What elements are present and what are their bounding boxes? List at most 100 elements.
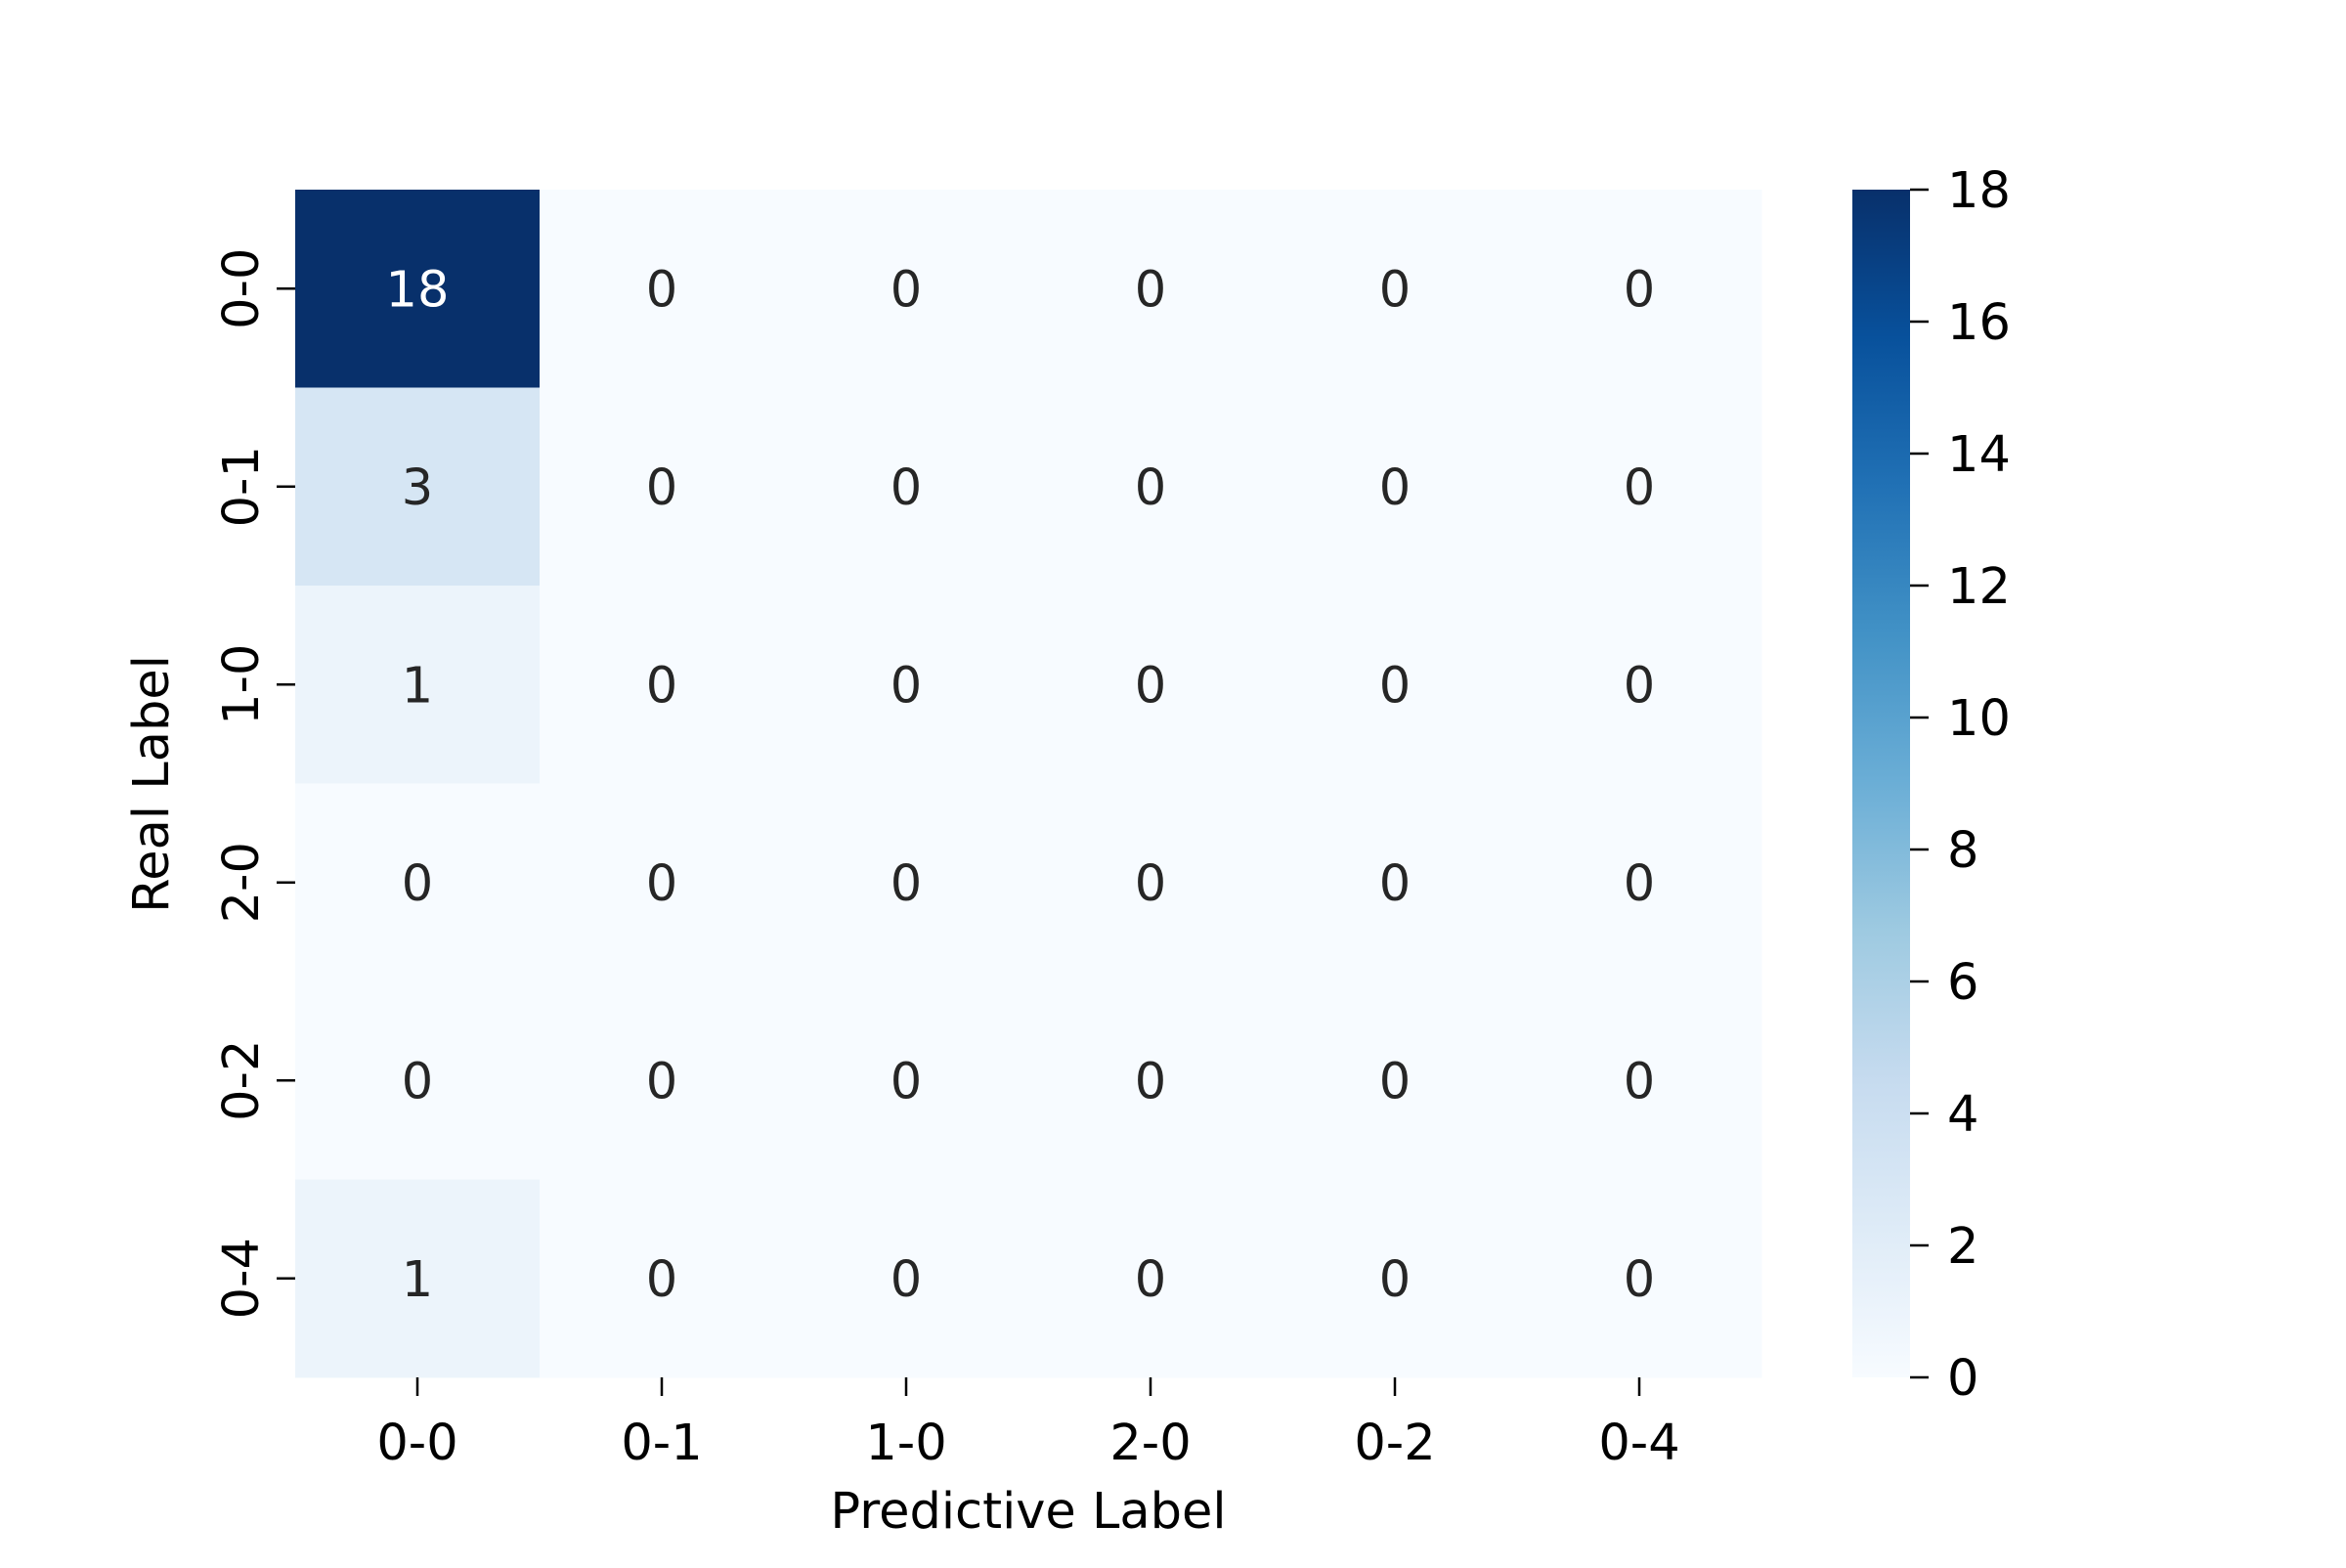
cell-value-label: 3 — [402, 459, 433, 517]
heatmap-cell — [1273, 981, 1518, 1180]
colorbar-tick-label: 0 — [1947, 1350, 1978, 1408]
heatmap-cell — [1517, 586, 1762, 784]
colorbar: 0 2 4 6 8 10 12 14 16 18 — [1852, 162, 2011, 1408]
cell-value-label: 0 — [1624, 1251, 1655, 1309]
cell-value-label: 0 — [1624, 261, 1655, 319]
cell-value-label: 0 — [891, 855, 922, 913]
cell-value-label: 1 — [402, 1251, 433, 1309]
heatmap-cell — [1273, 190, 1518, 388]
heatmap-cell — [1517, 387, 1762, 587]
y-tick-label: 0-0 — [213, 248, 271, 329]
x-tick-label: 1-0 — [865, 1415, 946, 1472]
heatmap-cell — [295, 1179, 541, 1378]
y-tick-label: 0-4 — [213, 1238, 271, 1319]
colorbar-tick-label: 2 — [1947, 1218, 1978, 1276]
cell-value-label: 0 — [1624, 855, 1655, 913]
cell-value-label: 0 — [1624, 1053, 1655, 1111]
heatmap-cell — [295, 190, 541, 388]
y-axis-label: Real Label — [123, 655, 181, 913]
cell-annotations: 18 0 0 0 0 0 3 0 0 0 0 0 1 0 0 0 0 0 0 0 0 0 0 0 0 0 0 0 0 0 1 0 0 0 0 0 — [386, 261, 1656, 1309]
cell-value-label: 0 — [402, 855, 433, 913]
heatmap-cell — [1273, 783, 1518, 982]
x-tick-label: 0-0 — [376, 1415, 457, 1472]
cell-value-label: 0 — [1135, 855, 1166, 913]
heatmap-cell — [1517, 1179, 1762, 1378]
cell-value-label: 0 — [1379, 459, 1411, 517]
cell-value-label: 0 — [646, 459, 677, 517]
heatmap-cell — [540, 586, 785, 784]
cell-value-label: 0 — [891, 1053, 922, 1111]
cell-value-label: 0 — [891, 261, 922, 319]
x-axis-label: Predictive Label — [830, 1483, 1226, 1541]
x-tick-label: 0-1 — [621, 1415, 702, 1472]
cell-value-label: 0 — [1379, 855, 1411, 913]
cell-value-label: 0 — [402, 1053, 433, 1111]
cell-value-label: 0 — [1135, 1053, 1166, 1111]
x-tick-label: 0-4 — [1598, 1415, 1679, 1472]
colorbar-tick-label: 14 — [1947, 426, 2011, 484]
cell-value-label: 0 — [891, 1251, 922, 1309]
colorbar-tick-label: 10 — [1947, 690, 2011, 748]
heatmap-cell — [295, 981, 541, 1180]
cell-value-label: 0 — [646, 261, 677, 319]
heatmap-cell — [1517, 190, 1762, 388]
colorbar-tick-label: 16 — [1947, 294, 2011, 352]
heatmap-cell — [540, 190, 785, 388]
heatmap-cell — [1028, 190, 1274, 388]
heatmap-cell — [540, 783, 785, 982]
cell-value-label: 0 — [1379, 1053, 1411, 1111]
heatmap-cell — [1273, 1179, 1518, 1378]
y-tick-label: 0-2 — [213, 1040, 271, 1121]
heatmap-cell — [295, 586, 541, 784]
cell-value-label: 0 — [646, 1053, 677, 1111]
cell-value-label: 0 — [891, 657, 922, 715]
heatmap-cell — [1517, 783, 1762, 982]
y-axis: 0-0 0-1 1-0 2-0 0-2 0-4 — [213, 248, 295, 1319]
y-tick-label: 0-1 — [213, 446, 271, 527]
heatmap-cell — [784, 190, 1029, 388]
cell-value-label: 0 — [1135, 459, 1166, 517]
cell-value-label: 0 — [646, 657, 677, 715]
cell-value-label: 0 — [891, 459, 922, 517]
heatmap-cell — [295, 387, 541, 587]
heatmap-cell — [1517, 981, 1762, 1180]
cell-value-label: 0 — [1135, 1251, 1166, 1309]
colorbar-tick-label: 12 — [1947, 558, 2011, 616]
colorbar-tick-label: 18 — [1947, 162, 2011, 220]
colorbar-gradient — [1852, 190, 1910, 1377]
colorbar-tick-label: 6 — [1947, 954, 1978, 1012]
cell-value-label: 0 — [1624, 459, 1655, 517]
cell-value-label: 0 — [1135, 657, 1166, 715]
heatmap-cell — [1273, 586, 1518, 784]
cell-value-label: 0 — [1379, 1251, 1411, 1309]
colorbar-tick-label: 8 — [1947, 822, 1978, 880]
cell-value-label: 0 — [646, 855, 677, 913]
heatmap-cell — [784, 586, 1029, 784]
cell-value-label: 18 — [386, 261, 450, 319]
heatmap-cell — [784, 387, 1029, 587]
cell-value-label: 0 — [1379, 261, 1411, 319]
heatmap-cell — [784, 981, 1029, 1180]
heatmap-cell — [784, 1179, 1029, 1378]
heatmap-cell — [1273, 387, 1518, 587]
y-tick-label: 2-0 — [213, 842, 271, 923]
heatmap-cell — [1028, 1179, 1274, 1378]
heatmap-cell — [1028, 783, 1274, 982]
x-tick-label: 0-2 — [1354, 1415, 1435, 1472]
x-axis: 0-0 0-1 1-0 2-0 0-2 0-4 — [376, 1377, 1680, 1472]
heatmap-cells — [295, 190, 1762, 1378]
heatmap-cell — [540, 387, 785, 587]
cell-value-label: 1 — [402, 657, 433, 715]
heatmap-cell — [1028, 387, 1274, 587]
cell-value-label: 0 — [1379, 657, 1411, 715]
heatmap-cell — [540, 981, 785, 1180]
heatmap-cell — [295, 783, 541, 982]
heatmap-cell — [784, 783, 1029, 982]
y-tick-label: 1-0 — [213, 644, 271, 725]
x-tick-label: 2-0 — [1109, 1415, 1191, 1472]
cell-value-label: 0 — [1624, 657, 1655, 715]
cell-value-label: 0 — [646, 1251, 677, 1309]
heatmap-cell — [1028, 586, 1274, 784]
